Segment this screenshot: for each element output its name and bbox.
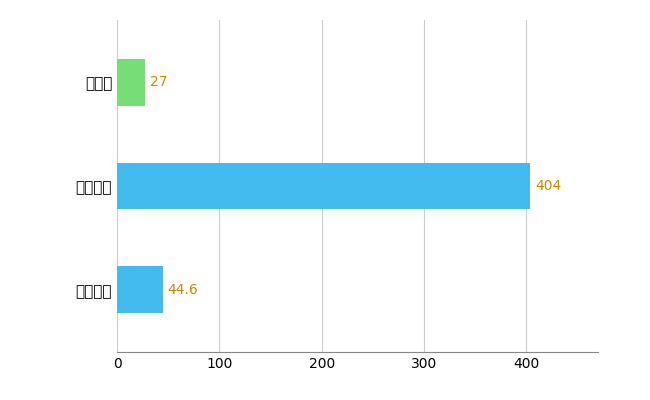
Text: 44.6: 44.6 (168, 283, 198, 297)
Bar (117, 163, 530, 209)
Text: 27: 27 (150, 75, 167, 89)
Bar (117, 266, 162, 313)
Bar (117, 59, 145, 106)
Text: 404: 404 (536, 179, 562, 193)
